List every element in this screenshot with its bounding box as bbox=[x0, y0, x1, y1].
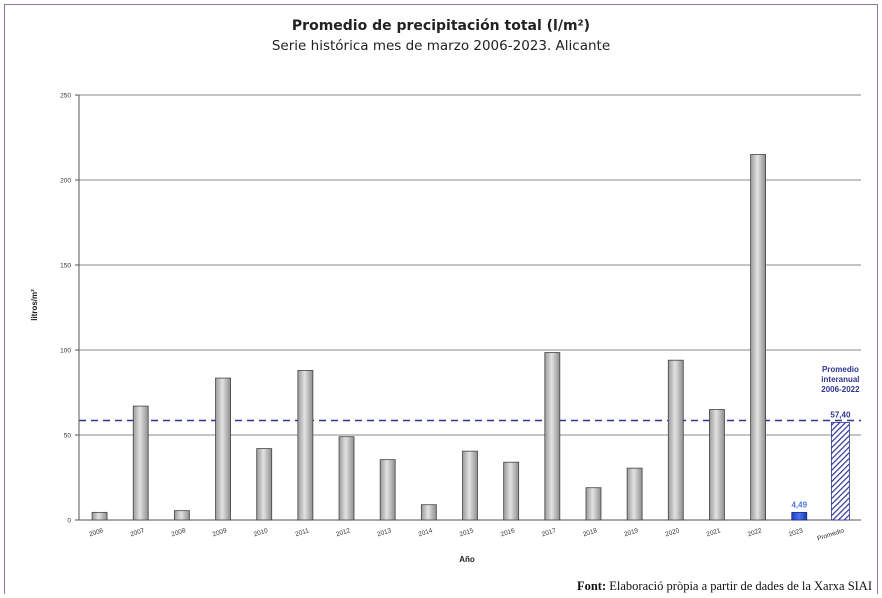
bar-2019 bbox=[626, 467, 643, 521]
bar-2015 bbox=[462, 450, 478, 521]
x-tick-label: 2015 bbox=[459, 527, 475, 538]
x-tick-label: 2007 bbox=[129, 527, 145, 538]
chart-title: Promedio de precipitación total (l/m²) bbox=[291, 18, 591, 34]
x-tick-label: 2008 bbox=[171, 527, 187, 538]
bar-2020 bbox=[667, 359, 684, 521]
y-tick-label: 50 bbox=[64, 433, 72, 440]
x-tick-label: Promedio bbox=[816, 527, 845, 542]
x-axis-title: Año bbox=[459, 555, 475, 564]
bar-2022 bbox=[750, 154, 767, 521]
x-tick-label: 2017 bbox=[541, 527, 557, 538]
data-label-2023: 4,49 bbox=[791, 500, 807, 509]
x-tick-label: 2009 bbox=[212, 527, 228, 538]
source-text: Elaboració pròpia a partir de dades de l… bbox=[609, 579, 872, 593]
x-tick-label: 2019 bbox=[623, 527, 639, 538]
x-tick-label: 2023 bbox=[788, 527, 804, 538]
x-tick-label: 2010 bbox=[253, 527, 269, 538]
x-tick-label: 2006 bbox=[88, 527, 104, 538]
bar-2017 bbox=[544, 352, 561, 521]
source-note: Font: Elaboració pròpia a partir de dade… bbox=[577, 579, 872, 594]
x-tick-label: 2021 bbox=[706, 527, 722, 538]
bar-2016 bbox=[503, 461, 520, 521]
bar-2014 bbox=[420, 504, 437, 521]
average-annotation: interanual bbox=[821, 375, 859, 384]
y-tick-label: 100 bbox=[60, 348, 71, 355]
bar-2023 bbox=[791, 511, 808, 521]
x-tick-label: 2016 bbox=[500, 527, 516, 538]
bar-2012 bbox=[338, 436, 355, 521]
x-tick-label: 2013 bbox=[376, 527, 392, 538]
bar-2007 bbox=[132, 405, 149, 521]
bar-2018 bbox=[585, 487, 602, 521]
bar-2010 bbox=[256, 448, 273, 521]
bar-2021 bbox=[709, 409, 725, 521]
average-annotation: 2006-2022 bbox=[821, 385, 860, 394]
x-tick-label: 2012 bbox=[335, 527, 351, 538]
bar-2008 bbox=[173, 510, 190, 521]
y-tick-label: 150 bbox=[60, 263, 71, 270]
y-axis-title: litros/m² bbox=[30, 289, 39, 321]
source-label: Font: bbox=[576, 579, 607, 593]
bar-2011 bbox=[297, 369, 314, 521]
bar-promedio bbox=[831, 422, 850, 521]
x-tick-label: 2020 bbox=[664, 527, 680, 538]
x-tick-label: 2018 bbox=[582, 527, 598, 538]
data-label-promedio: 57,40 bbox=[830, 410, 851, 419]
x-tick-label: 2022 bbox=[747, 527, 763, 538]
bar-2006 bbox=[91, 511, 108, 521]
y-tick-label: 250 bbox=[60, 93, 71, 100]
x-tick-label: 2014 bbox=[418, 527, 434, 538]
y-tick-label: 200 bbox=[60, 178, 71, 185]
average-annotation: Promedio bbox=[822, 365, 859, 374]
chart-subtitle: Serie histórica mes de marzo 2006-2023. … bbox=[271, 38, 611, 54]
bar-2013 bbox=[379, 459, 396, 521]
bar-2009 bbox=[215, 377, 231, 521]
chart-frame bbox=[4, 4, 878, 594]
y-tick-label: 0 bbox=[67, 518, 71, 525]
x-tick-label: 2011 bbox=[295, 527, 311, 538]
